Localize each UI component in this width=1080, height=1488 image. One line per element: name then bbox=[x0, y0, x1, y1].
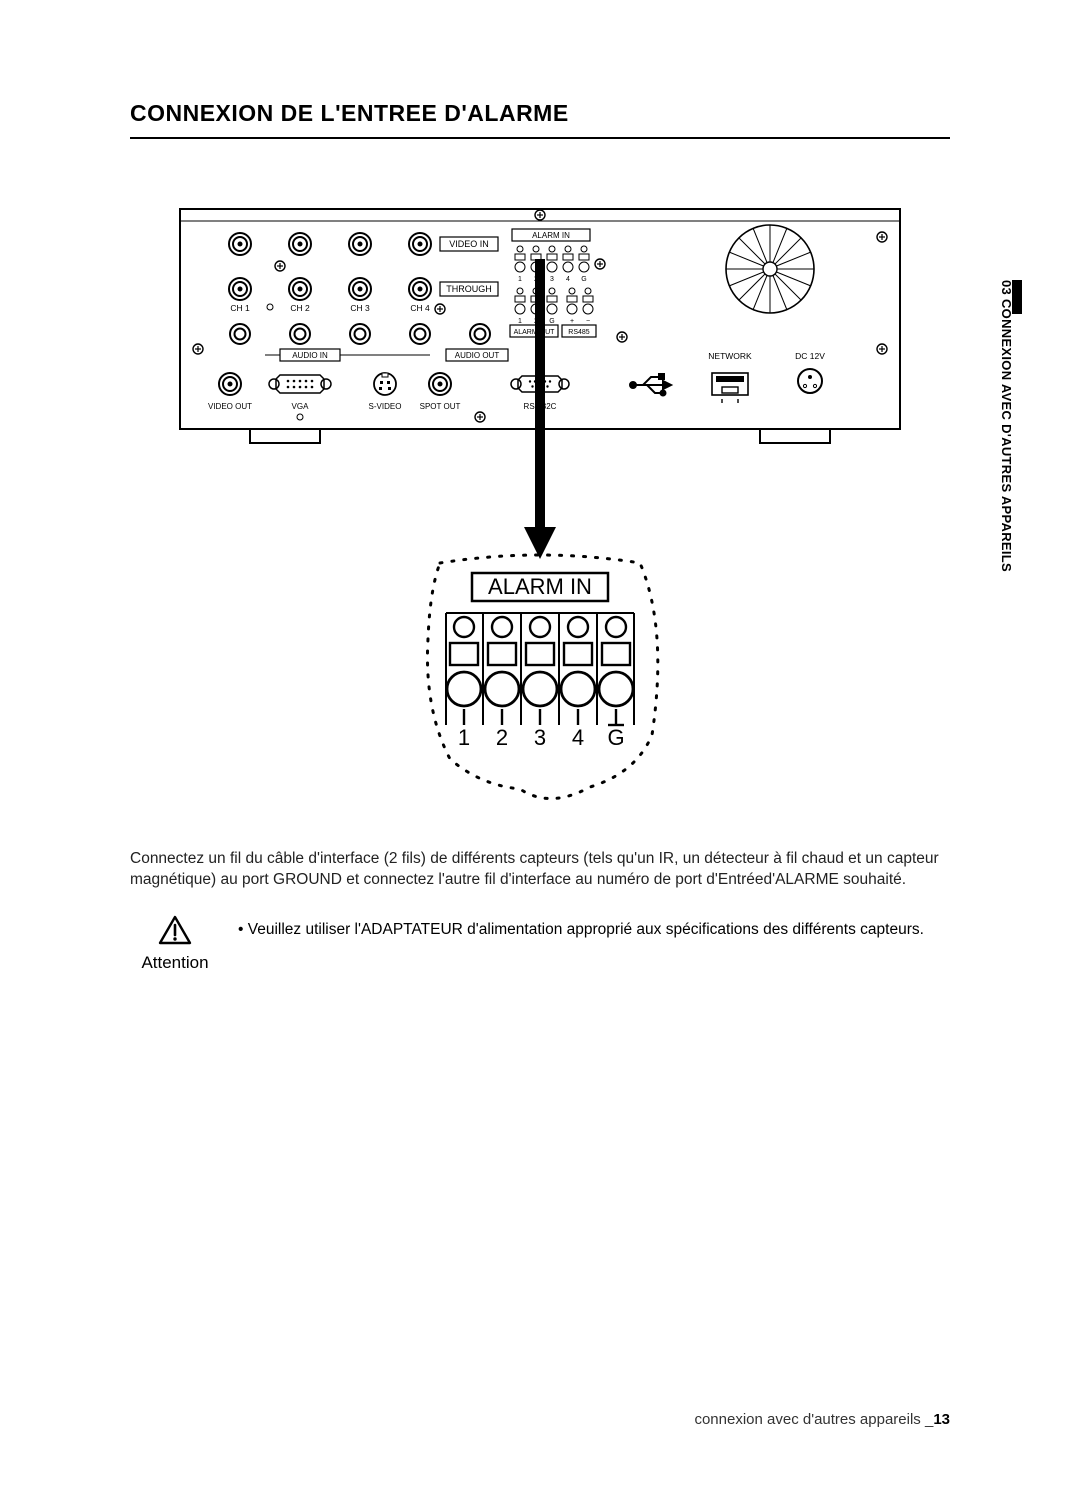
svg-text:−: − bbox=[586, 318, 590, 325]
video-out-label: VIDEO OUT bbox=[208, 402, 252, 411]
alarm-in-label: ALARM IN bbox=[532, 231, 570, 240]
svideo-label: S-VIDEO bbox=[369, 402, 402, 411]
section-side-tab: 03 CONNEXION AVEC D'AUTRES APPAREILS bbox=[994, 280, 1016, 570]
svg-text:4: 4 bbox=[572, 725, 584, 750]
attention-label: Attention bbox=[141, 953, 208, 973]
svg-text:+: + bbox=[570, 318, 574, 325]
spot-out-label: SPOT OUT bbox=[420, 402, 461, 411]
diagram-area: VIDEO IN THROUGH CH 1 CH 2 CH 3 CH 4 AUD… bbox=[130, 199, 950, 839]
body-paragraph: Connectez un fil du câble d'interface (2… bbox=[130, 849, 950, 891]
ch3-label: CH 3 bbox=[350, 303, 370, 313]
svg-text:4: 4 bbox=[566, 276, 570, 283]
svg-text:1: 1 bbox=[458, 725, 470, 750]
section-title: CONNEXION DE L'ENTREE D'ALARME bbox=[130, 100, 950, 139]
attention-text: • Veuillez utiliser l'ADAPTATEUR d'alime… bbox=[238, 915, 950, 941]
network-label: NETWORK bbox=[708, 351, 752, 361]
dc12v-label: DC 12V bbox=[795, 351, 825, 361]
alarm-in-detail: ALARM IN bbox=[400, 549, 680, 809]
ch4-label: CH 4 bbox=[410, 303, 430, 313]
audio-out-label: AUDIO OUT bbox=[455, 351, 500, 360]
page-footer: connexion avec d'autres appareils _13 bbox=[694, 1411, 950, 1428]
svg-text:3: 3 bbox=[534, 725, 546, 750]
audio-in-label: AUDIO IN bbox=[292, 351, 328, 360]
svg-text:2: 2 bbox=[496, 725, 508, 750]
video-in-label: VIDEO IN bbox=[449, 239, 489, 249]
ch1-label: CH 1 bbox=[230, 303, 250, 313]
callout-arrow bbox=[520, 259, 560, 559]
attention-block: Attention • Veuillez utiliser l'ADAPTATE… bbox=[130, 915, 950, 973]
svg-text:G: G bbox=[607, 725, 624, 750]
through-label: THROUGH bbox=[446, 284, 492, 294]
vga-label: VGA bbox=[292, 402, 310, 411]
alarm-in-detail-title: ALARM IN bbox=[488, 574, 592, 599]
svg-text:G: G bbox=[581, 276, 586, 283]
ch2-label: CH 2 bbox=[290, 303, 310, 313]
warning-icon bbox=[158, 915, 192, 951]
rs485-label: RS485 bbox=[568, 329, 590, 336]
